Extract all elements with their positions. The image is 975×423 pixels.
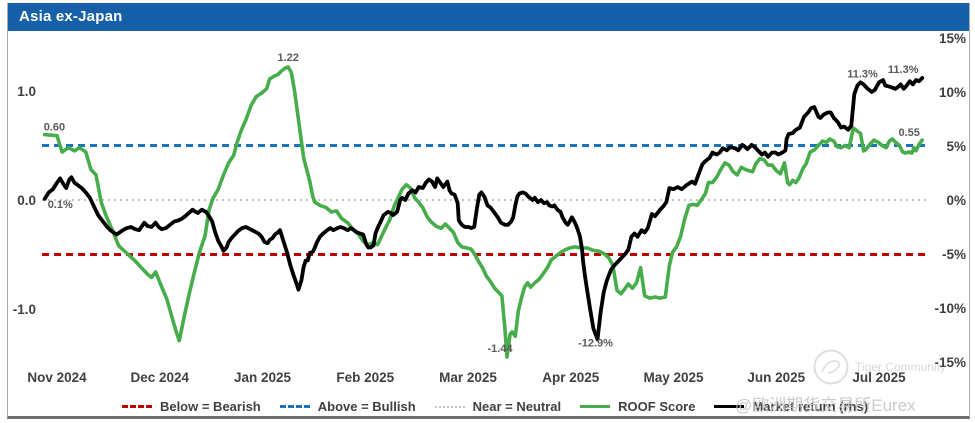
legend-swatch-dashed <box>121 405 152 408</box>
legend-label: Below = Bearish <box>159 399 261 414</box>
left-axis-tick-label: 1.0 <box>17 84 36 99</box>
legend-label: ROOF Score <box>618 399 696 414</box>
legend-item: Below = Bearish <box>121 399 261 414</box>
legend-item: Near = Neutral <box>434 399 562 414</box>
x-axis-month-label: Nov 2024 <box>27 370 87 385</box>
chart-title: Asia ex-Japan <box>19 8 123 25</box>
x-axis-month-label: Mar 2025 <box>439 370 497 385</box>
x-axis-month-label: Jan 2025 <box>234 370 292 385</box>
x-axis-month-label: Feb 2025 <box>336 370 394 385</box>
x-axis-month-label: Apr 2025 <box>542 370 600 385</box>
x-axis-month-label: May 2025 <box>643 370 704 385</box>
right-axis-tick-label: -10% <box>934 301 966 316</box>
legend-swatch-dashed <box>279 405 310 408</box>
right-axis-tick-label: 10% <box>939 85 966 100</box>
legend-swatch-dotted <box>434 405 465 408</box>
legend-item: ROOF Score <box>580 399 695 414</box>
right-axis-tick-label: -5% <box>942 247 966 262</box>
data-annotation: 11.3% <box>888 64 919 76</box>
right-axis-tick-label: 5% <box>946 139 966 154</box>
left-axis-tick-label: -1.0 <box>13 302 36 317</box>
left-axis-tick-label: 0.0 <box>17 193 36 208</box>
data-annotation: 0.1% <box>48 199 73 211</box>
chart-legend: Below = Bearish Above = Bullish Near = Neu… <box>16 399 974 414</box>
x-axis-month-label: Jul 2025 <box>852 370 906 385</box>
data-annotation: 1.22 <box>277 52 298 64</box>
x-axis-month-label: Jun 2025 <box>747 370 805 385</box>
roof-score-line <box>42 65 925 359</box>
legend-item: Above = Bullish <box>279 399 416 414</box>
data-annotation: -12.9% <box>578 337 613 349</box>
data-annotation: 0.55 <box>898 127 919 139</box>
right-axis-tick-label: 15% <box>939 31 966 46</box>
legend-label: Market return (rhs) <box>752 399 869 414</box>
market-return-line <box>42 76 925 342</box>
data-annotation: -1.44 <box>487 343 513 355</box>
legend-label: Above = Bullish <box>317 399 416 414</box>
legend-item: Market return (rhs) <box>714 399 868 414</box>
data-annotation: 11.3% <box>847 68 878 80</box>
legend-swatch-solid <box>714 405 745 408</box>
chart-title-bar: Asia ex-Japan <box>8 3 969 31</box>
legend-swatch-solid <box>580 405 611 408</box>
data-annotation: 0.60 <box>44 122 65 134</box>
right-axis-tick-label: -15% <box>934 355 966 370</box>
legend-label: Near = Neutral <box>472 399 562 414</box>
x-axis-month-label: Dec 2024 <box>131 370 190 385</box>
right-axis-tick-label: 0% <box>946 193 966 208</box>
chart-card: Asia ex-Japan Below = Bearish Above = Bul… <box>7 3 970 419</box>
